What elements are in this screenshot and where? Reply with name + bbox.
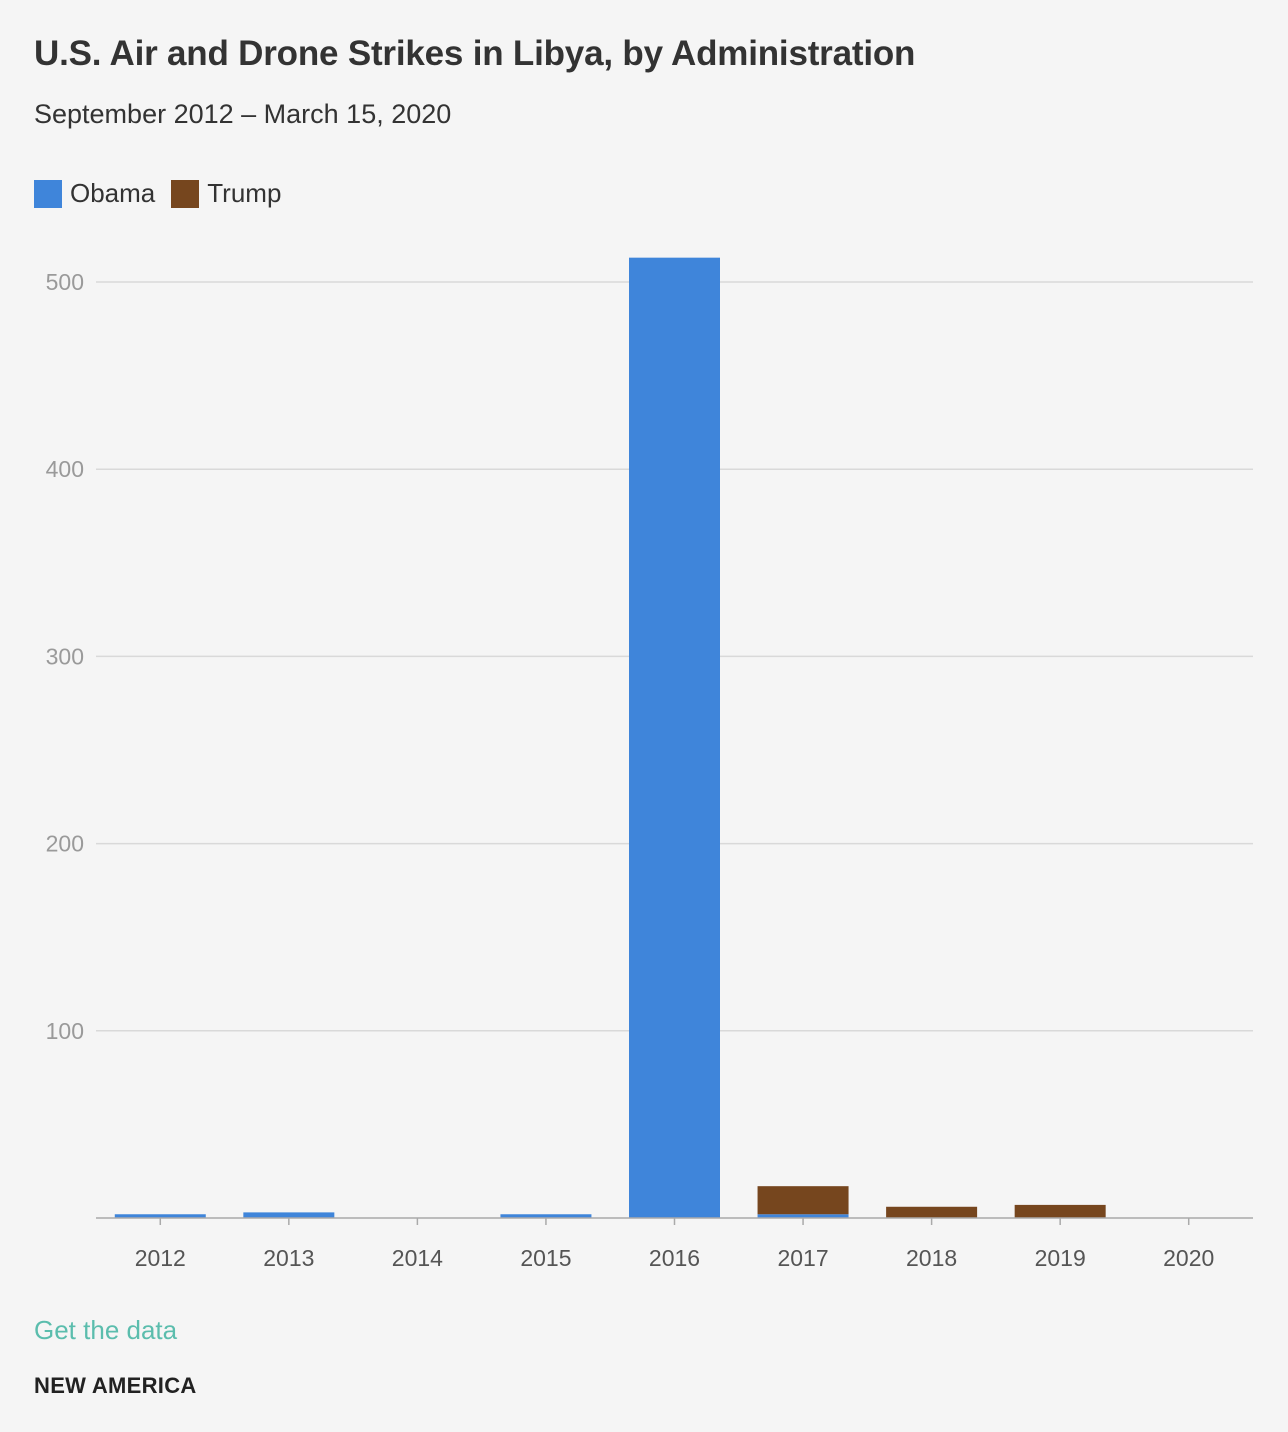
legend-item-trump[interactable]: Trump — [171, 178, 281, 209]
bar-chart: 100 200 300 400 500 2012 2013 2014 2015 2016 2017 2… — [46, 257, 1253, 1271]
brand-logo-text: NEW AMERICA — [34, 1373, 197, 1398]
bar-trump-2019 — [1014, 1204, 1106, 1218]
chart-subtitle: September 2012 – March 15, 2020 — [34, 99, 452, 129]
x-tick-label-2018: 2018 — [906, 1245, 957, 1271]
y-tick-label-400: 400 — [46, 456, 84, 482]
legend-swatch-trump — [171, 179, 200, 208]
legend-swatch-obama — [34, 179, 62, 208]
x-tick-label-2014: 2014 — [392, 1245, 443, 1271]
x-tick-label-2013: 2013 — [263, 1245, 314, 1271]
legend-label-obama: Obama — [70, 178, 156, 208]
y-tick-label-500: 500 — [46, 269, 84, 295]
bar-trump-2018 — [886, 1206, 978, 1218]
x-tick-label-2019: 2019 — [1035, 1245, 1086, 1271]
y-tick-label-200: 200 — [46, 831, 84, 857]
x-tick-label-2017: 2017 — [777, 1245, 828, 1271]
bar-obama-2016 — [629, 257, 720, 1218]
bar-obama-2013 — [243, 1212, 335, 1218]
y-tick-label-100: 100 — [46, 1018, 84, 1044]
x-tick-label-2016: 2016 — [649, 1245, 700, 1271]
bar-obama-2012 — [114, 1214, 206, 1218]
chart-legend: Obama Trump — [34, 178, 297, 209]
x-tick-label-2020: 2020 — [1163, 1245, 1214, 1271]
bar-obama-2015 — [500, 1214, 592, 1218]
get-the-data-link[interactable]: Get the data — [34, 1315, 178, 1345]
x-tick-label-2012: 2012 — [135, 1245, 186, 1271]
y-tick-label-300: 300 — [46, 643, 84, 669]
x-tick-label-2015: 2015 — [520, 1245, 571, 1271]
legend-label-trump: Trump — [207, 178, 282, 208]
bar-trump-2017 — [757, 1186, 849, 1215]
chart-title: U.S. Air and Drone Strikes in Libya, by … — [34, 34, 916, 73]
bar-obama-2017 — [757, 1214, 849, 1218]
legend-item-obama[interactable]: Obama — [34, 178, 155, 209]
